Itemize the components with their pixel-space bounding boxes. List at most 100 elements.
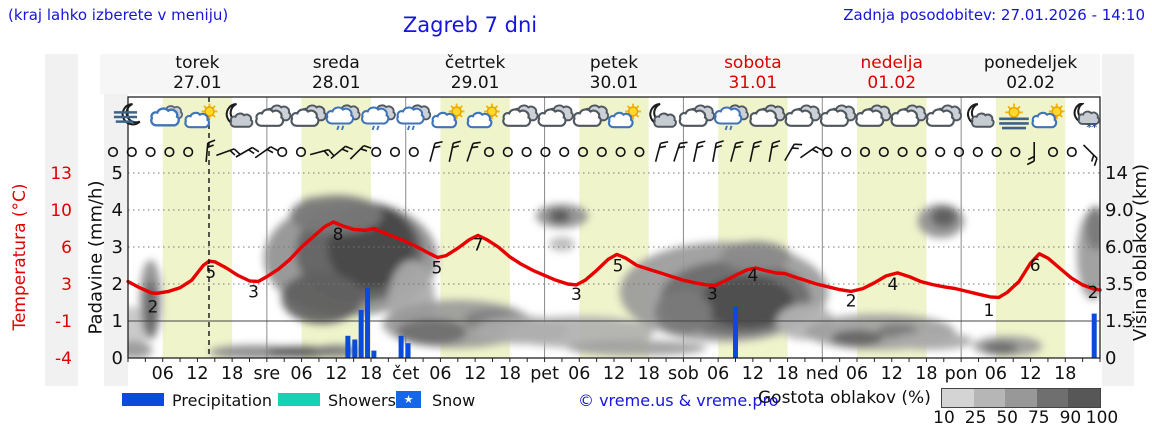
- cloud-density-ticks: 10 25 50 75 90 100: [932, 408, 1118, 428]
- wind-barb-icon: [235, 146, 260, 158]
- temp-point-label: 8: [333, 225, 344, 245]
- svg-text:6: 6: [61, 238, 72, 258]
- svg-text:9.0: 9.0: [1105, 200, 1134, 221]
- density-tick-label: 10: [933, 408, 955, 428]
- svg-text:06: 06: [707, 364, 729, 384]
- day-date: 30.01: [590, 73, 639, 93]
- temp-point-label: 2: [147, 297, 158, 317]
- wind-calm-icon: [991, 146, 1002, 158]
- wind-barb-icon: [466, 141, 481, 162]
- cloud-density-scale: [941, 388, 1101, 408]
- wind-barb-icon: [692, 140, 706, 162]
- legend-precipitation-swatch: [122, 393, 164, 406]
- svg-text:6.0: 6.0: [1105, 237, 1134, 258]
- cloudy-icon: [254, 104, 292, 128]
- wind-row: [107, 139, 1098, 167]
- daylight-band: [995, 97, 1066, 358]
- density-segment: [1036, 389, 1069, 407]
- cloudy-icon: [784, 104, 821, 128]
- cloudy-icon: [925, 104, 962, 128]
- wind-barb-icon: [205, 139, 216, 163]
- cloudy-icon: [678, 104, 715, 128]
- wind-calm-icon: [371, 146, 382, 158]
- wind-calm-icon: [596, 146, 607, 158]
- wind-calm-icon: [841, 146, 852, 158]
- wind-calm-icon: [183, 146, 194, 158]
- wind-calm-icon: [1010, 146, 1021, 158]
- left-temp-strip: [45, 54, 78, 386]
- wind-calm-icon: [972, 146, 983, 158]
- page-title: Zagreb 7 dni: [402, 13, 538, 37]
- svg-text:14: 14: [1105, 163, 1128, 184]
- day-name: petek: [590, 53, 638, 73]
- day-name: torek: [175, 53, 219, 73]
- wind-calm-icon: [295, 146, 307, 158]
- wind-calm-icon: [389, 146, 401, 158]
- svg-text:12: 12: [742, 364, 764, 384]
- partly-cloudy-icon: [149, 104, 184, 127]
- svg-text:06: 06: [290, 364, 312, 384]
- cloud-height-ticks: 14 9.0 6.0 3.5 1.5 0: [1105, 163, 1134, 369]
- svg-text:18: 18: [638, 364, 660, 384]
- temperature-curve: [126, 220, 1102, 300]
- svg-text:06: 06: [846, 364, 868, 384]
- wind-calm-icon: [1047, 146, 1059, 158]
- credit-link[interactable]: © vreme.us & vreme.pro: [578, 391, 779, 410]
- svg-text:13: 13: [50, 164, 72, 184]
- density-tick-label: 75: [1027, 408, 1050, 428]
- svg-text:2: 2: [112, 274, 123, 295]
- svg-text:3: 3: [112, 237, 123, 258]
- svg-text:pon: pon: [945, 364, 978, 384]
- temp-point-label: 3: [571, 285, 582, 305]
- svg-text:18: 18: [360, 364, 382, 384]
- temp-point-label: 6: [1030, 256, 1041, 276]
- legend-precipitation-label: Precipitation: [172, 391, 273, 410]
- wind-calm-icon: [521, 146, 532, 158]
- wind-calm-icon: [107, 146, 119, 158]
- precip-bar: [398, 335, 404, 358]
- density-segment: [1005, 389, 1037, 407]
- svg-text:12: 12: [325, 364, 347, 384]
- temp-point-label: 3: [707, 284, 718, 304]
- cloud-density-title: Gostota oblakov (%): [758, 388, 931, 408]
- wind-barb-icon: [730, 140, 744, 162]
- moon-fog-icon: [113, 103, 142, 126]
- svg-text:čet: čet: [392, 364, 419, 384]
- wind-calm-icon: [540, 146, 551, 158]
- temp-point-label: 2: [846, 291, 857, 311]
- svg-text:5: 5: [112, 163, 123, 184]
- temperature-point-labels: 2 5 3 8 5 7 3 5 3 4 2 4 1 6 2: [147, 225, 1098, 321]
- precipitation-bars: [345, 287, 1097, 358]
- wind-barb-icon: [349, 144, 372, 160]
- wind-calm-icon: [126, 146, 137, 158]
- temp-point-label: 5: [205, 263, 216, 283]
- svg-text:0: 0: [112, 348, 123, 369]
- temp-point-label: 3: [248, 283, 259, 303]
- day-name: četrtek: [445, 53, 506, 73]
- density-tick-label: 25: [964, 408, 987, 428]
- svg-text:pet: pet: [530, 364, 559, 384]
- precip-bar: [405, 343, 411, 358]
- svg-text:1.5: 1.5: [1105, 311, 1134, 332]
- wind-calm-icon: [916, 146, 927, 158]
- temp-point-label: 5: [432, 258, 443, 278]
- moon-cloud-icon: [225, 103, 254, 129]
- wind-barb-icon: [309, 148, 335, 157]
- svg-text:4: 4: [112, 200, 123, 221]
- wind-calm-icon: [953, 146, 965, 158]
- moon-cloud-icon: [966, 103, 996, 129]
- moon-cloud-icon: [648, 103, 678, 129]
- svg-text:sob: sob: [668, 364, 699, 384]
- daylight-band: [162, 97, 233, 358]
- day-date: 29.01: [451, 73, 500, 93]
- precip-bar: [371, 350, 377, 358]
- last-update: Zadnja posodobitev: 27.01.2026 - 14:10: [843, 6, 1145, 24]
- legend-showers-label: Showers: [328, 391, 396, 410]
- temp-point-label: 7: [473, 235, 484, 255]
- cloudy-icon: [819, 104, 856, 128]
- wind-calm-icon: [1066, 146, 1077, 158]
- svg-text:3: 3: [61, 275, 72, 295]
